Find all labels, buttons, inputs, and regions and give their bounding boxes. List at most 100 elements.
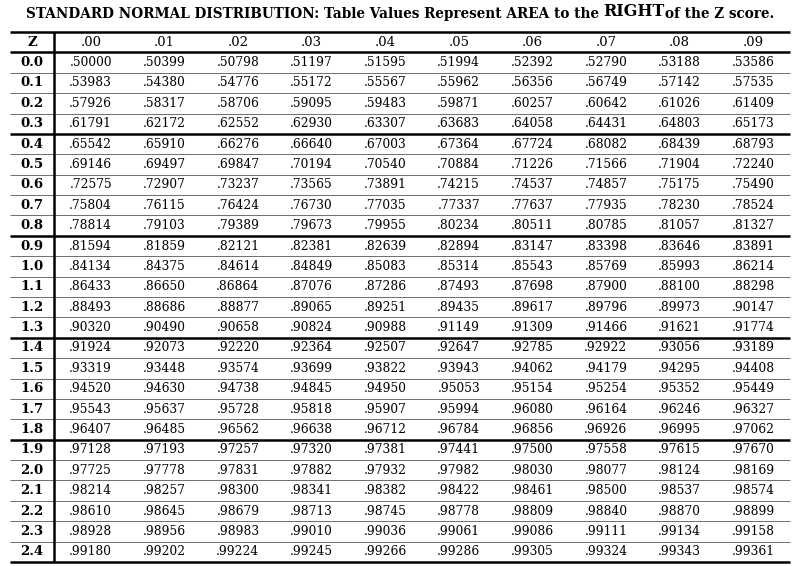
Text: .04: .04: [374, 36, 396, 49]
Text: .91149: .91149: [438, 321, 480, 334]
Text: .86214: .86214: [732, 260, 774, 273]
Text: STANDARD NORMAL DISTRIBUTION: Table Values Represent AREA to the: STANDARD NORMAL DISTRIBUTION: Table Valu…: [26, 7, 604, 21]
Text: .91774: .91774: [732, 321, 774, 334]
Text: .91621: .91621: [658, 321, 701, 334]
Text: .65910: .65910: [143, 138, 186, 151]
Text: .97257: .97257: [217, 443, 259, 456]
Text: .07: .07: [595, 36, 617, 49]
Text: 0.9: 0.9: [21, 239, 43, 252]
Text: 1.2: 1.2: [20, 301, 44, 314]
Text: .55962: .55962: [438, 76, 480, 89]
Text: .89617: .89617: [511, 301, 554, 314]
Text: .93822: .93822: [364, 362, 406, 375]
Text: .97128: .97128: [70, 443, 112, 456]
Text: .98030: .98030: [511, 464, 554, 477]
Text: .77035: .77035: [364, 199, 406, 212]
Text: .93319: .93319: [70, 362, 112, 375]
Text: .09: .09: [742, 36, 764, 49]
Text: .51994: .51994: [438, 56, 480, 69]
Text: .81594: .81594: [70, 239, 112, 252]
Text: .92220: .92220: [217, 341, 259, 354]
Text: .95728: .95728: [217, 402, 259, 415]
Text: .94630: .94630: [143, 382, 186, 395]
Text: .86864: .86864: [216, 280, 260, 293]
Text: .99245: .99245: [290, 545, 333, 558]
Text: .59095: .59095: [290, 97, 333, 110]
Text: .99286: .99286: [437, 545, 481, 558]
Text: .97670: .97670: [732, 443, 774, 456]
Text: .51197: .51197: [290, 56, 333, 69]
Text: 1.9: 1.9: [20, 443, 44, 456]
Text: .95637: .95637: [143, 402, 186, 415]
Text: .98983: .98983: [217, 525, 259, 538]
Text: .98461: .98461: [511, 484, 554, 497]
Text: .97381: .97381: [364, 443, 406, 456]
Text: .69497: .69497: [143, 158, 186, 171]
Text: .97831: .97831: [217, 464, 259, 477]
Text: .03: .03: [301, 36, 322, 49]
Text: .84849: .84849: [290, 260, 334, 273]
Text: .99158: .99158: [732, 525, 774, 538]
Text: .62172: .62172: [143, 117, 186, 130]
Text: 0.4: 0.4: [21, 138, 43, 151]
Text: .96995: .96995: [658, 423, 701, 436]
Text: 0.7: 0.7: [21, 199, 43, 212]
Text: .61791: .61791: [70, 117, 112, 130]
Text: .61409: .61409: [732, 97, 774, 110]
Text: .96926: .96926: [584, 423, 628, 436]
Text: .65542: .65542: [70, 138, 112, 151]
Text: .53188: .53188: [658, 56, 701, 69]
Text: .96246: .96246: [658, 402, 702, 415]
Text: .97982: .97982: [438, 464, 480, 477]
Text: 0.1: 0.1: [21, 76, 43, 89]
Text: .99036: .99036: [364, 525, 406, 538]
Text: .55172: .55172: [290, 76, 333, 89]
Text: .86650: .86650: [143, 280, 186, 293]
Text: .85543: .85543: [511, 260, 554, 273]
Text: .85314: .85314: [438, 260, 480, 273]
Text: .68082: .68082: [585, 138, 627, 151]
Text: .97882: .97882: [290, 464, 333, 477]
Text: .78814: .78814: [70, 219, 112, 232]
Text: .88493: .88493: [70, 301, 112, 314]
Text: .70540: .70540: [364, 158, 406, 171]
Text: .96080: .96080: [511, 402, 554, 415]
Text: .92507: .92507: [364, 341, 406, 354]
Text: .56356: .56356: [511, 76, 554, 89]
Text: 2.4: 2.4: [20, 545, 44, 558]
Text: .85769: .85769: [585, 260, 627, 273]
Text: .93574: .93574: [217, 362, 259, 375]
Text: 1.1: 1.1: [20, 280, 44, 293]
Text: .57535: .57535: [732, 76, 774, 89]
Text: 1.0: 1.0: [21, 260, 43, 273]
Text: .97932: .97932: [364, 464, 406, 477]
Text: .87493: .87493: [438, 280, 480, 293]
Text: .56749: .56749: [585, 76, 627, 89]
Text: .98809: .98809: [511, 504, 554, 517]
Text: .99134: .99134: [658, 525, 701, 538]
Text: .98382: .98382: [364, 484, 406, 497]
Text: .54380: .54380: [143, 76, 186, 89]
Text: .69847: .69847: [217, 158, 259, 171]
Text: .98500: .98500: [585, 484, 627, 497]
Text: .82381: .82381: [290, 239, 333, 252]
Text: .98300: .98300: [217, 484, 259, 497]
Text: .98645: .98645: [143, 504, 186, 517]
Text: .96712: .96712: [364, 423, 406, 436]
Text: .88100: .88100: [658, 280, 701, 293]
Text: .76424: .76424: [217, 199, 259, 212]
Text: 0.5: 0.5: [21, 158, 43, 171]
Text: .50399: .50399: [143, 56, 186, 69]
Text: 0.2: 0.2: [21, 97, 43, 110]
Text: .70194: .70194: [290, 158, 333, 171]
Text: .95543: .95543: [70, 402, 112, 415]
Text: .98124: .98124: [658, 464, 701, 477]
Text: .61026: .61026: [658, 97, 701, 110]
Text: .92647: .92647: [438, 341, 480, 354]
Text: .79673: .79673: [290, 219, 333, 232]
Text: .71904: .71904: [658, 158, 701, 171]
Text: .60257: .60257: [511, 97, 554, 110]
Text: .90147: .90147: [732, 301, 774, 314]
Text: .90320: .90320: [70, 321, 112, 334]
Text: .60642: .60642: [585, 97, 627, 110]
